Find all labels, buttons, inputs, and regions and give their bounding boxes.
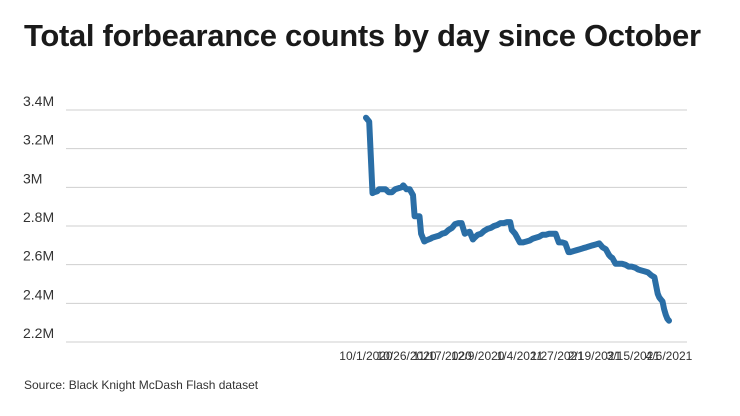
x-axis-ticks: 10/1/202010/26/202011/17/202012/9/20201/… [339,349,692,363]
y-tick-label: 2.6M [23,248,54,264]
y-tick-label: 2.2M [23,325,54,341]
series-line-forbearance [363,114,672,324]
x-tick-label: 10/26/2020 [376,349,436,363]
y-axis-ticks: 3.4M 3.2M 3M 2.8M 2.6M 2.4M 2.2M [23,93,54,341]
chart-title: Total forbearance counts by day since Oc… [24,18,701,53]
y-tick-label: 3M [23,170,42,186]
x-tick-label: 2/19/2021 [568,349,622,363]
source-note: Source: Black Knight McDash Flash datase… [24,378,259,392]
y-tick-label: 3.4M [23,93,54,109]
series-layer [363,114,672,324]
x-tick-label: 3/15/2021 [607,349,661,363]
y-tick-label: 2.8M [23,209,54,225]
x-tick-label: 12/9/2020 [451,349,505,363]
gridlines [66,109,687,343]
y-tick-label: 3.2M [23,132,54,148]
x-tick-label: 11/17/2020 [413,349,472,363]
y-tick-label: 2.4M [23,286,54,302]
x-tick-label: 4/6/2021 [646,349,693,363]
x-tick-label: 1/4/2021 [497,349,544,363]
x-tick-label: 10/1/2020 [339,349,393,363]
x-tick-label: 1/27/2021 [531,349,585,363]
